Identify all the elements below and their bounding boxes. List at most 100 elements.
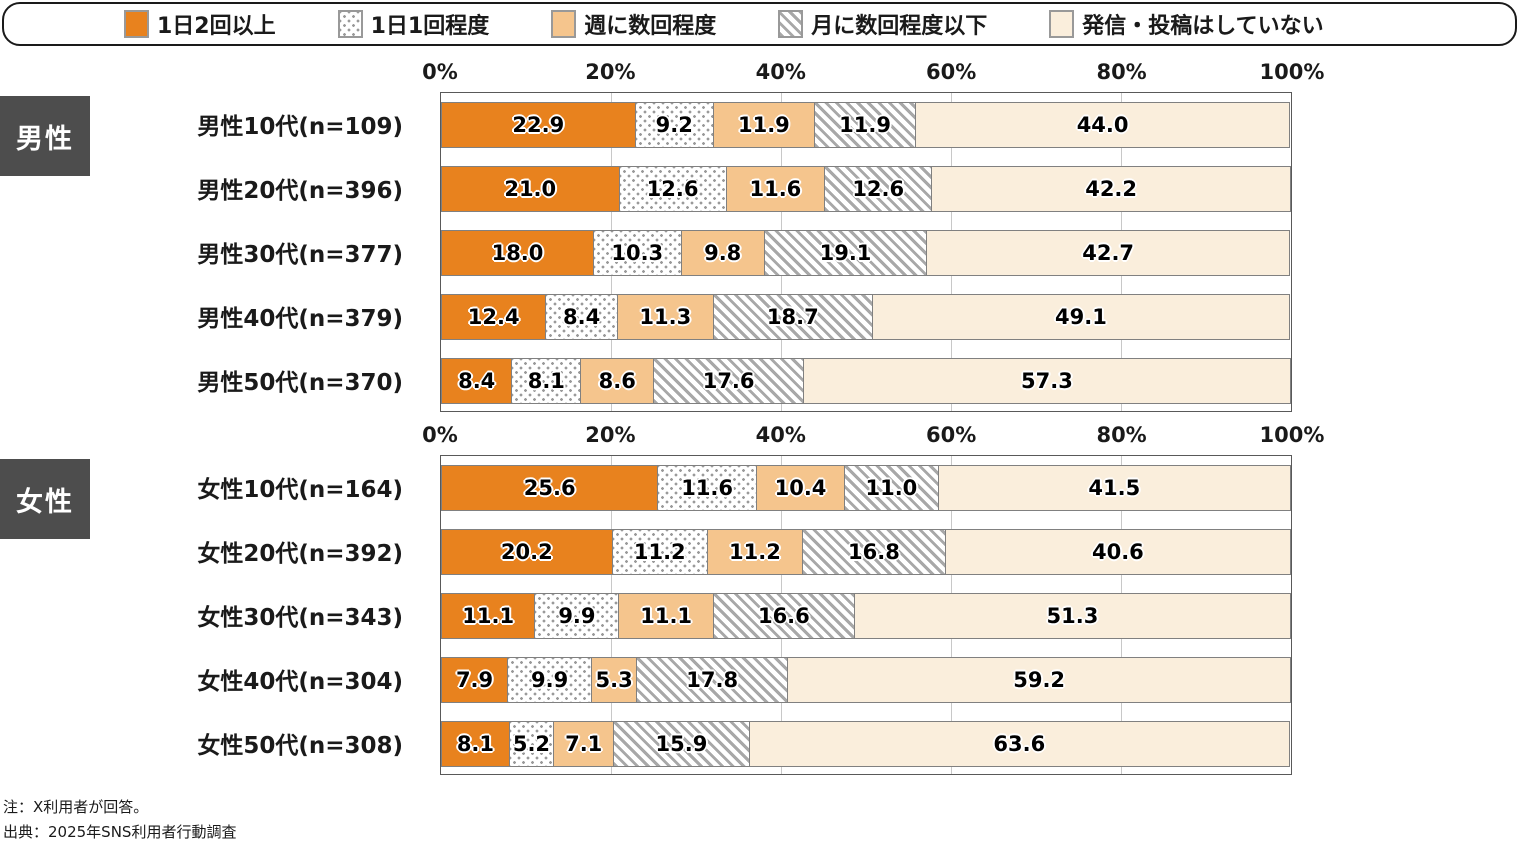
legend-label: 週に数回程度: [584, 14, 717, 39]
bar-segment: 11.6: [658, 465, 757, 511]
bar-value-label: 20.2: [500, 540, 553, 564]
bar-segment: 8.1: [441, 721, 510, 767]
bar-segment: 11.0: [845, 465, 939, 511]
axis-tick-label: 100%: [1259, 60, 1325, 84]
bar-value-label: 11.0: [865, 476, 918, 500]
cream-swatch: [1049, 10, 1075, 38]
bar-value-label: 15.9: [655, 732, 708, 756]
category-label: 男性30代(n=377): [197, 242, 403, 268]
bar-row: 18.0 10.3 9.8 19.1 42.7: [441, 221, 1291, 285]
bar-value-label: 9.9: [531, 668, 569, 692]
bar-value-label: 18.7: [766, 305, 819, 329]
bar-value-label: 8.6: [598, 369, 636, 393]
bar-segment: 11.9: [814, 102, 917, 148]
legend-item: 月に数回程度以下: [778, 8, 987, 40]
bar-segment: 40.6: [945, 529, 1291, 575]
bar-segment: 12.4: [441, 294, 547, 340]
bar-row: 20.2 11.2 11.2 16.8 40.6: [441, 520, 1291, 584]
bar-value-label: 63.6: [993, 732, 1046, 756]
bar-segment: 20.2: [441, 529, 613, 575]
bar-row: 25.6 11.6 10.4 11.0 41.5: [441, 456, 1291, 520]
category-label: 女性30代(n=343): [197, 605, 403, 631]
bar-segment: 17.6: [654, 358, 804, 404]
stacked-bar: 25.6 11.6 10.4 11.0 41.5: [441, 465, 1291, 511]
axis-tick-label: 0%: [422, 60, 458, 84]
category-label: 女性50代(n=308): [197, 733, 403, 759]
bar-value-label: 11.2: [729, 540, 781, 564]
gender-badge-female: 女性: [0, 459, 90, 539]
bar-segment: 11.2: [707, 529, 804, 575]
bar-segment: 18.7: [713, 294, 873, 340]
axis-tick-label: 100%: [1259, 423, 1325, 447]
category-label: 女性40代(n=304): [197, 669, 403, 695]
bar-value-label: 12.4: [467, 305, 520, 329]
bar-value-label: 11.1: [462, 604, 515, 628]
legend: 1日2回以上 1日1回程度 週に数回程度 月に数回程度以下 発信・投稿はしていない: [2, 2, 1517, 46]
gender-badge-male: 男性: [0, 96, 90, 176]
stacked-bar: 8.1 5.2 7.1 15.9 63.6: [441, 721, 1291, 767]
bar-value-label: 25.6: [523, 476, 576, 500]
bar-segment: 9.9: [535, 593, 620, 639]
stacked-bar: 20.2 11.2 11.2 16.8 40.6: [441, 529, 1291, 575]
stacked-bar: 8.4 8.1 8.6 17.6 57.3: [441, 358, 1291, 404]
bar-value-label: 7.1: [565, 732, 603, 756]
axis-tick-label: 60%: [926, 423, 977, 447]
bar-value-label: 10.3: [611, 241, 664, 265]
bar-value-label: 12.6: [852, 177, 905, 201]
bar-segment: 7.1: [554, 721, 615, 767]
bar-segment: 17.8: [637, 657, 789, 703]
bar-value-label: 11.6: [681, 476, 734, 500]
category-label: 女性10代(n=164): [197, 477, 403, 503]
bar-segment: 8.4: [441, 358, 513, 404]
legend-label: 1日1回程度: [370, 14, 490, 39]
chart-female: 女性 0% 20% 40% 60% 80% 100% 女性10代(n=164) 女性20代(…: [0, 423, 1519, 786]
legend-label: 発信・投稿はしていない: [1082, 14, 1324, 39]
bar-segment: 10.4: [756, 465, 846, 511]
bar-value-label: 10.4: [774, 476, 827, 500]
bar-value-label: 16.6: [757, 604, 810, 628]
bar-segment: 42.2: [932, 166, 1291, 212]
legend-label: 月に数回程度以下: [811, 14, 988, 39]
footnotes: 注：X利用者が回答。 出典：2025年SNS利用者行動調査: [3, 795, 236, 845]
bar-value-label: 44.0: [1076, 113, 1129, 137]
bar-value-label: 8.4: [562, 305, 601, 329]
legend-label: 1日2回以上: [157, 14, 276, 39]
bar-segment: 21.0: [441, 166, 620, 212]
bar-segment: 12.6: [619, 166, 727, 212]
axis-tick-label: 80%: [1096, 423, 1147, 447]
bar-segment: 59.2: [788, 657, 1291, 703]
bar-value-label: 57.3: [1021, 369, 1073, 393]
bar-value-label: 8.4: [458, 369, 496, 393]
axis-tick-label: 20%: [585, 60, 636, 84]
category-label: 男性10代(n=109): [197, 114, 403, 140]
bar-segment: 9.8: [681, 230, 765, 276]
bar-value-label: 11.6: [749, 177, 802, 201]
bar-value-label: 11.9: [737, 113, 790, 137]
bar-value-label: 8.1: [527, 369, 565, 393]
bar-value-label: 49.1: [1055, 305, 1107, 329]
bar-segment: 15.9: [614, 721, 750, 767]
bar-segment: 9.9: [508, 657, 593, 703]
bar-value-label: 8.1: [456, 732, 495, 756]
bar-value-label: 11.1: [640, 604, 693, 628]
dot-pattern-swatch: [337, 10, 363, 38]
bar-value-label: 11.2: [633, 540, 686, 564]
legend-item: 1日1回程度: [337, 8, 490, 40]
bar-value-label: 9.9: [558, 604, 596, 628]
plot-female: 25.6 11.6 10.4 11.0 41.5 20.2 11.2 11.2 16.8 40.6…: [440, 455, 1292, 775]
axis-tick-label: 60%: [926, 60, 977, 84]
bar-value-label: 18.0: [491, 241, 544, 265]
bar-row: 21.0 12.6 11.6 12.6 42.2: [441, 157, 1291, 221]
bar-value-label: 17.6: [702, 369, 755, 393]
bar-segment: 5.2: [509, 721, 555, 767]
bar-segment: 25.6: [441, 465, 659, 511]
bar-value-label: 19.1: [819, 241, 872, 265]
stacked-bar: 11.1 9.9 11.1 16.6 51.3: [441, 593, 1291, 639]
bar-value-label: 42.7: [1082, 241, 1135, 265]
bar-segment: 16.8: [803, 529, 946, 575]
bar-row: 8.4 8.1 8.6 17.6 57.3: [441, 349, 1291, 413]
category-label: 男性50代(n=370): [197, 370, 403, 396]
bar-value-label: 40.6: [1091, 540, 1144, 564]
bar-value-label: 11.9: [839, 113, 891, 137]
bar-segment: 44.0: [916, 102, 1291, 148]
